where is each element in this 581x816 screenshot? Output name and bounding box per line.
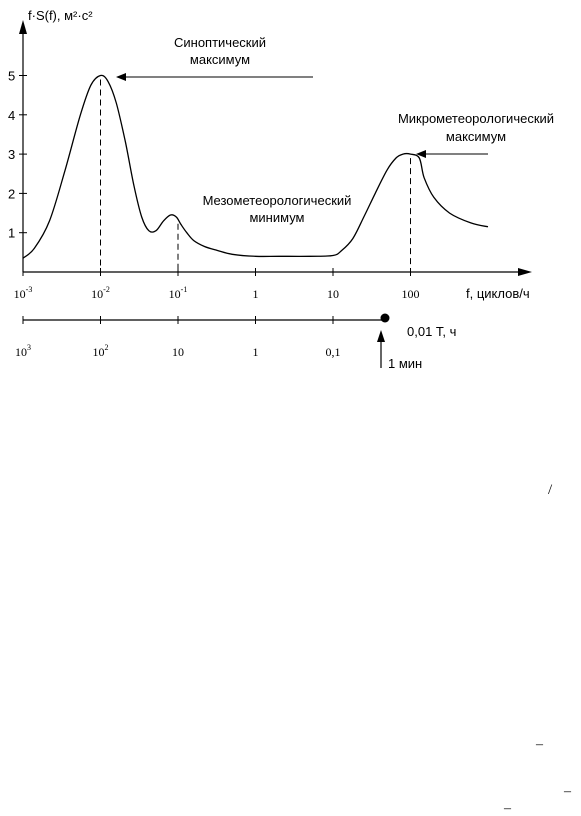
annotation-micro-line2: максимум [446,129,506,144]
period-tick-label-base: 10 [93,345,105,359]
annotation-meso-line1: Мезометеорологический [203,193,352,208]
period-tick-label: 1 [253,345,259,359]
one-minute-marker: 1 мин [377,330,422,371]
x-tick-label: 100 [402,287,420,301]
period-tick-label: 0,1 [326,345,341,359]
annotation-synoptic: Синоптический максимум [116,35,313,81]
x-tick-label: 10-2 [91,285,110,301]
y-tick-label: 4 [8,108,15,123]
annotation-micrometeorological: Микрометеорологический максимум [398,111,554,158]
x-ticks: 10-3 10-2 10-1 1 10 100 [14,268,420,301]
x-tick-label-exp: -1 [181,285,188,294]
x-tick-label-exp: -3 [26,285,33,294]
series-line [22,74,489,259]
y-tick-label: 3 [8,147,15,162]
y-axis-arrow-icon [19,20,27,34]
x-tick-label: 10 [327,287,339,301]
x-tick-label: 10-1 [169,285,188,301]
x-tick-label-base: 10 [14,287,26,301]
annotation-synoptic-line1: Синоптический [174,35,266,50]
one-minute-arrow-icon [377,330,385,342]
y-axis-label: f·S(f), м²·с² [28,8,93,23]
x-tick-label: 1 [253,287,259,301]
x-tick-label-exp: -2 [103,285,110,294]
period-ticks: 103 102 10 1 0,1 [15,316,341,359]
y-ticks: 1 2 3 4 5 [8,69,27,241]
period-tick-label-exp: 2 [105,343,109,352]
x-tick-label-base: 10 [91,287,103,301]
x-axis-label: f, циклов/ч [466,286,530,301]
dashed-markers [100,79,411,272]
stray-dash-2: – [563,784,572,799]
stray-dash-3: – [503,801,512,816]
period-tick-label: 103 [15,343,31,359]
stray-dash-1: – [535,737,544,752]
annotation-mesometeorological: Мезометеорологический минимум [203,193,352,225]
x-tick-label-base: 10 [169,287,181,301]
y-tick-label: 2 [8,186,15,201]
x-tick-label: 10-3 [14,285,33,301]
annotation-meso-line2: минимум [249,210,304,225]
y-tick-label: 5 [8,69,15,84]
period-end-dot [380,313,390,323]
x-axis-arrow-icon [518,268,532,276]
period-tick-label: 10 [172,345,184,359]
period-tick-label: 102 [93,343,109,359]
annotation-synoptic-line2: максимум [190,52,250,67]
period-tick-label-exp: 3 [27,343,31,352]
y-tick-label: 1 [8,226,15,241]
one-minute-label: 1 мин [388,356,422,371]
period-axis-label: 0,01 Т, ч [407,324,456,339]
stray-slash: / [548,482,553,498]
period-tick-label-base: 10 [15,345,27,359]
annotation-micro-line1: Микрометеорологический [398,111,554,126]
